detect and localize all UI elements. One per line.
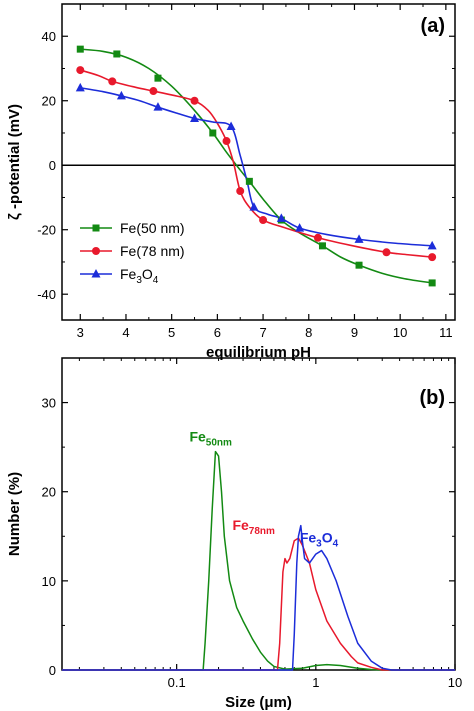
data-point	[245, 177, 253, 185]
legend-label-fe3o4: Fe3O4	[120, 266, 159, 286]
x-tick-label: 11	[439, 325, 453, 340]
data-point	[313, 233, 322, 242]
x-tick-label: 10	[393, 325, 407, 340]
panel-a-markers	[75, 45, 437, 287]
x-tick-label: 4	[122, 325, 129, 340]
x-tick-label: 0.1	[168, 675, 186, 690]
panel-a-legend: Fe(50 nm) Fe(78 nm) Fe3O4	[80, 220, 185, 286]
legend-entry-fe78: Fe(78 nm)	[80, 243, 185, 259]
panel-b-ticks: 0.1 1 10 0 10 20 30	[42, 358, 462, 690]
x-tick-label: 5	[168, 325, 175, 340]
y-tick-label: 0	[49, 663, 56, 678]
data-point	[113, 50, 121, 58]
data-point	[428, 253, 437, 262]
data-point	[355, 261, 363, 269]
data-point	[108, 77, 117, 86]
panel-a-plot-frame	[61, 3, 456, 321]
data-point	[154, 74, 162, 82]
data-point	[249, 202, 259, 211]
legend-marker	[91, 269, 101, 278]
data-point	[226, 121, 236, 131]
data-point	[318, 242, 326, 250]
panel-b-y-axis-label: Number (%)	[6, 472, 23, 556]
data-point	[190, 113, 200, 122]
data-point	[382, 248, 391, 257]
annotation-fe78nm: Fe78nm	[232, 517, 275, 537]
panel-b-plot-frame	[61, 357, 456, 671]
y-tick-label: 20	[42, 485, 56, 500]
y-tick-label: 40	[42, 29, 56, 44]
panel-a-label: (a)	[421, 15, 445, 37]
data-point	[190, 96, 199, 105]
series-curve	[80, 69, 433, 258]
data-point	[209, 129, 217, 137]
series-curve	[80, 87, 433, 247]
data-point	[116, 90, 126, 100]
legend-marker	[92, 224, 100, 232]
x-tick-label: 8	[305, 325, 312, 340]
data-point	[76, 45, 84, 53]
panel-b-size-distribution-chart: 0.1 1 10 0 10 20 30 (b) Size (μm) Number (%) F…	[6, 357, 462, 711]
panel-b-label: (b)	[419, 387, 445, 409]
legend-marker-fe78	[92, 247, 100, 255]
y-tick-label: -20	[37, 223, 56, 238]
x-tick-label: 9	[351, 325, 358, 340]
data-point	[276, 213, 286, 222]
annotation-fe3o4: Fe3O4	[300, 530, 339, 550]
data-point	[428, 279, 436, 287]
data-point	[236, 187, 245, 196]
series-curve	[62, 524, 455, 671]
legend-marker-fe3o4	[91, 269, 101, 278]
x-tick-label: 6	[214, 325, 221, 340]
x-tick-label: 3	[77, 325, 84, 340]
panel-a-zeta-potential-chart: 3 4 5 6 7 8 9 10 11 -40 -20 0 20 40 (a) equilibrium p…	[6, 3, 456, 361]
data-point	[259, 216, 268, 225]
series-curve	[62, 450, 455, 671]
x-tick-label: 7	[259, 325, 266, 340]
data-point	[427, 240, 437, 250]
panel-a-ticks: 3 4 5 6 7 8 9 10 11 -40 -20 0 20 40	[37, 4, 455, 340]
legend-marker-fe50	[92, 224, 100, 232]
y-tick-label: -40	[37, 287, 56, 302]
panel-b-x-axis-label: Size (μm)	[225, 694, 292, 711]
annotation-fe50nm: Fe50nm	[189, 429, 232, 449]
data-point	[295, 223, 305, 232]
legend-label-fe78: Fe(78 nm)	[120, 243, 185, 259]
legend-entry-fe50: Fe(50 nm)	[80, 220, 185, 236]
y-tick-label: 30	[42, 396, 56, 411]
y-tick-label: 0	[49, 158, 56, 173]
data-point	[222, 137, 231, 146]
data-point	[354, 234, 364, 243]
legend-marker	[92, 247, 100, 255]
x-tick-label: 1	[312, 675, 319, 690]
panel-a-y-axis-label: ζ -potential (mV)	[6, 104, 23, 220]
data-point	[153, 102, 163, 111]
legend-entry-fe3o4: Fe3O4	[80, 266, 159, 286]
y-tick-label: 20	[42, 94, 56, 109]
data-point	[75, 82, 85, 92]
data-point	[76, 66, 85, 75]
panel-a-x-axis-label: equilibrium pH	[206, 344, 311, 361]
legend-label-fe50: Fe(50 nm)	[120, 220, 185, 236]
y-tick-label: 10	[42, 574, 56, 589]
panel-b-curves	[62, 450, 455, 671]
x-tick-label: 10	[448, 675, 462, 690]
data-point	[149, 87, 158, 96]
